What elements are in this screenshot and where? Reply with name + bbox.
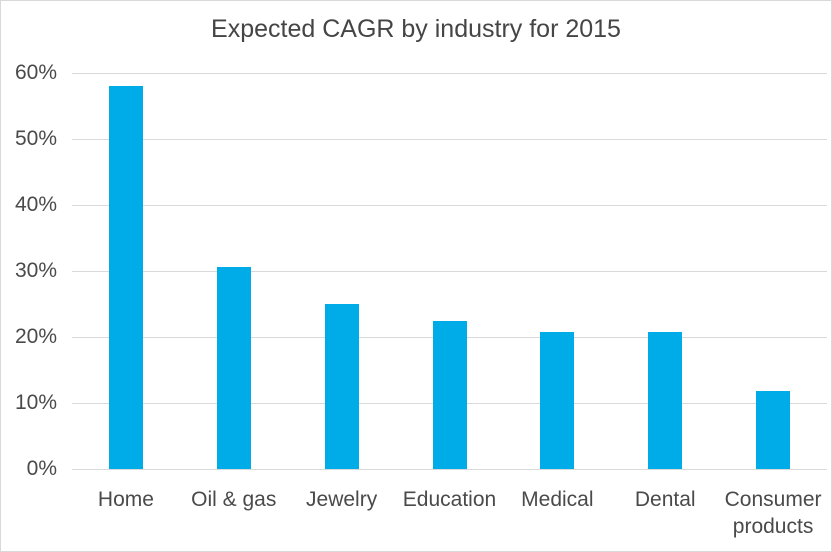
- bar-jewelry: [324, 304, 359, 469]
- y-tick-label: 60%: [14, 61, 57, 84]
- category-label: Jewelry: [306, 488, 378, 511]
- category-label: Consumer products: [724, 488, 822, 538]
- category-label: Medical: [521, 488, 594, 511]
- bar-education: [432, 320, 467, 469]
- gridline: [72, 468, 827, 470]
- y-tick-label: 40%: [14, 193, 57, 216]
- gridline: [72, 72, 827, 74]
- y-tick-label: 10%: [14, 391, 57, 414]
- bar-oil-gas: [216, 267, 251, 469]
- x-axis: Home Oil & gas Jewelry Education Medical Dent…: [72, 486, 827, 546]
- bar-consumer-products: [756, 391, 791, 469]
- category-label: Home: [97, 488, 154, 511]
- bar-medical: [540, 332, 575, 469]
- chart-title: Expected CAGR by industry for 2015: [211, 15, 621, 43]
- gridline: [72, 138, 827, 140]
- bar-home: [108, 86, 143, 469]
- y-tick-label: 30%: [14, 259, 57, 282]
- plot-area: [72, 72, 827, 470]
- bar-dental: [648, 332, 683, 469]
- y-axis: 0% 10% 20% 30% 40% 50% 60%: [1, 1, 61, 551]
- y-tick-label: 0%: [26, 457, 57, 480]
- category-label: Dental: [634, 488, 696, 511]
- gridline: [72, 270, 827, 272]
- y-tick-label: 50%: [14, 127, 57, 150]
- category-label: Education: [402, 488, 497, 511]
- y-tick-label: 20%: [14, 325, 57, 348]
- gridline: [72, 204, 827, 206]
- category-label: Oil & gas: [191, 488, 277, 511]
